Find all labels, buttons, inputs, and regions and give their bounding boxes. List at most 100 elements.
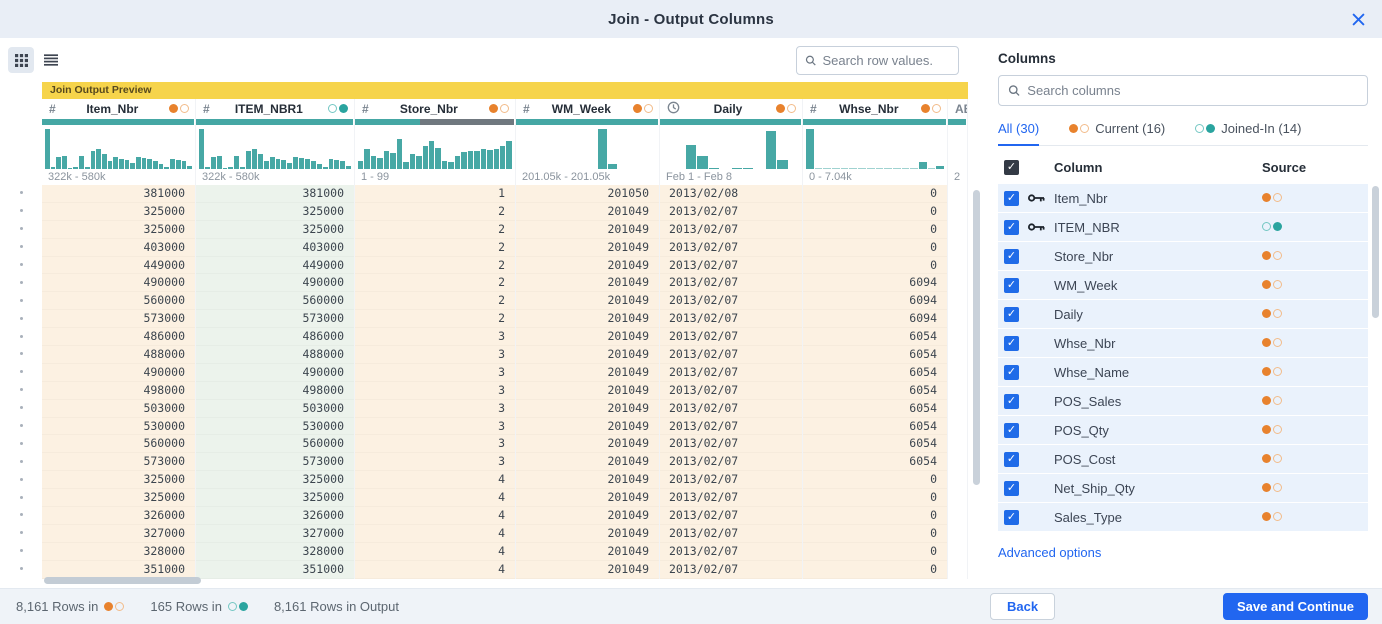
column-header[interactable]: # Store_Nbr — [355, 99, 515, 118]
column-list-item[interactable]: ✓ Sales_Type — [998, 503, 1368, 532]
table-cell: 2013/02/07 — [660, 524, 802, 543]
histogram-bar — [240, 167, 246, 169]
table-cell: 351000 — [196, 560, 354, 579]
search-row-values-input[interactable] — [822, 52, 950, 68]
column-list-item[interactable]: ✓ Store_Nbr — [998, 242, 1368, 271]
row-marker-dot — [19, 424, 23, 428]
histogram-bar — [45, 129, 50, 169]
column-list-item[interactable]: ✓ ITEM_NBR — [998, 213, 1368, 242]
column-header[interactable]: # Whse_Nbr — [803, 99, 947, 118]
source-dot — [921, 104, 930, 113]
column-checkbox[interactable]: ✓ — [1004, 393, 1019, 409]
histogram-bar — [56, 157, 62, 169]
table-cell: 3 — [355, 399, 515, 418]
column-checkbox[interactable]: ✓ — [1004, 190, 1019, 206]
column-header[interactable]: # Item_Nbr — [42, 99, 195, 118]
histogram-bar — [936, 166, 944, 169]
column-histogram[interactable] — [516, 125, 659, 169]
tab-all[interactable]: All (30) — [998, 121, 1040, 146]
column-strip-item_nbr1: # ITEM_NBR1 322k - 580k 381000 325000 325000 4… — [196, 99, 355, 579]
column-list-item[interactable]: ✓ POS_Cost — [998, 445, 1368, 474]
table-cell: 325000 — [42, 489, 195, 508]
advanced-options-link[interactable]: Advanced options — [998, 545, 1102, 560]
data-quality-bar — [803, 119, 946, 125]
column-histogram[interactable] — [355, 125, 515, 169]
column-item-source — [1262, 479, 1368, 497]
tab-joined-in[interactable]: Joined-In (14) — [1195, 121, 1301, 145]
column-item-source — [1262, 421, 1368, 439]
search-columns-box[interactable] — [998, 75, 1368, 106]
table-cell: 2013/02/07 — [660, 453, 802, 472]
table-cell: 449000 — [196, 256, 354, 275]
save-and-continue-button[interactable]: Save and Continue — [1222, 593, 1368, 620]
source-dot — [500, 104, 509, 113]
histogram-bar — [901, 168, 910, 169]
column-checkbox[interactable]: ✓ — [1004, 219, 1019, 235]
column-name: Whse_Nbr — [839, 101, 899, 116]
column-histogram[interactable] — [660, 125, 802, 169]
table-cell: 201049 — [516, 507, 659, 525]
table-cell: 2013/02/07 — [660, 381, 802, 400]
table-vertical-scrollbar[interactable] — [973, 190, 980, 485]
back-button[interactable]: Back — [990, 593, 1056, 620]
table-horizontal-scrollbar[interactable] — [44, 577, 201, 584]
column-checkbox[interactable]: ✓ — [1004, 277, 1019, 293]
source-dots-current — [1262, 309, 1282, 318]
column-checkbox[interactable]: ✓ — [1004, 422, 1019, 438]
column-header[interactable]: AB — [948, 99, 967, 118]
column-histogram[interactable] — [948, 125, 967, 169]
table-cell: 2013/02/07 — [660, 507, 802, 525]
close-icon[interactable] — [1351, 12, 1365, 26]
column-list-item[interactable]: ✓ Whse_Name — [998, 358, 1368, 387]
column-histogram[interactable] — [42, 125, 195, 169]
column-header[interactable]: Daily — [660, 99, 802, 118]
column-list-item[interactable]: ✓ Item_Nbr — [998, 184, 1368, 213]
row-stat-text: 8,161 Rows in Output — [273, 599, 399, 614]
source-dot — [1262, 396, 1271, 405]
histogram-bar — [101, 153, 107, 169]
column-histogram[interactable] — [803, 125, 947, 169]
column-header[interactable]: # WM_Week — [516, 99, 659, 118]
column-list-item[interactable]: ✓ Daily — [998, 300, 1368, 329]
column-item-source — [1262, 363, 1368, 381]
table-cell: 560000 — [42, 292, 195, 311]
column-name: Item_Nbr — [86, 101, 139, 116]
histogram-bar — [216, 155, 222, 169]
column-list-header: ✓ Column Source — [998, 150, 1368, 184]
row-marker-dot — [19, 495, 23, 499]
column-list-item[interactable]: ✓ POS_Qty — [998, 416, 1368, 445]
table-cell: 2013/02/08 — [660, 185, 802, 203]
search-columns-input[interactable] — [1027, 83, 1358, 98]
search-row-values-box[interactable] — [796, 45, 959, 75]
column-histogram[interactable] — [196, 125, 354, 169]
table-cell: 403000 — [42, 238, 195, 257]
table-cell: 403000 — [196, 238, 354, 257]
sidebar-scrollbar[interactable] — [1372, 186, 1379, 318]
histogram-bar — [765, 131, 777, 169]
column-checkbox[interactable]: ✓ — [1004, 306, 1019, 322]
column-checkbox[interactable]: ✓ — [1004, 335, 1019, 351]
source-dots-current — [104, 602, 125, 611]
column-header[interactable]: # ITEM_NBR1 — [196, 99, 354, 118]
column-checkbox[interactable]: ✓ — [1004, 480, 1019, 496]
grid-view-button[interactable] — [8, 47, 34, 73]
column-list-item[interactable]: ✓ Whse_Nbr — [998, 329, 1368, 358]
column-range-label: Feb 1 - Feb 8 — [666, 171, 733, 183]
column-checkbox[interactable]: ✓ — [1004, 509, 1019, 525]
column-list-item[interactable]: ✓ POS_Sales — [998, 387, 1368, 416]
column-checkbox[interactable]: ✓ — [1004, 248, 1019, 264]
source-dot — [1273, 512, 1282, 521]
table-cell: 2013/02/07 — [660, 346, 802, 364]
tab-label: Joined-In (14) — [1221, 121, 1302, 136]
histogram-bar — [84, 167, 90, 169]
tab-current[interactable]: Current (16) — [1069, 121, 1165, 145]
select-all-checkbox[interactable]: ✓ — [1004, 159, 1019, 175]
column-checkbox[interactable]: ✓ — [1004, 451, 1019, 467]
list-view-button[interactable] — [38, 47, 64, 73]
table-cell: 6094 — [803, 292, 947, 311]
column-list-item[interactable]: ✓ WM_Week — [998, 271, 1368, 300]
column-list-item[interactable]: ✓ Net_Ship_Qty — [998, 474, 1368, 503]
source-dot — [1262, 483, 1271, 492]
column-checkbox[interactable]: ✓ — [1004, 364, 1019, 380]
table-cell: 2013/02/07 — [660, 220, 802, 239]
